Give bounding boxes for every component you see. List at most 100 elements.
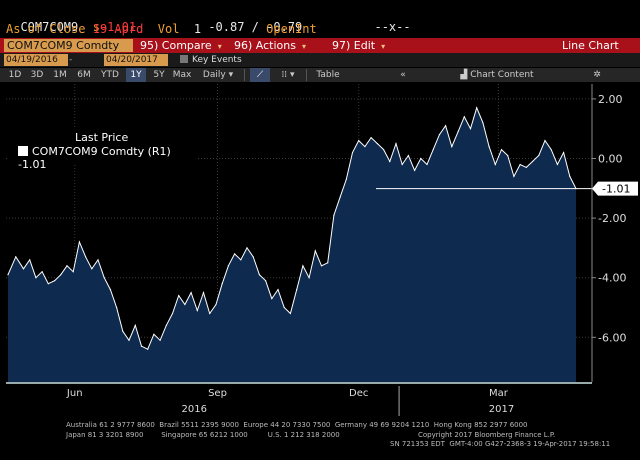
price-chart[interactable]: 2.00 0.00 -2.00 -4.00 -6.00 -1.01 Jun Sep Dec Ma… [0,84,640,420]
data-point [358,140,360,142]
window-controls[interactable]: --x-- [374,20,411,34]
start-date-field[interactable]: 04/19/2016 [4,54,68,66]
chart-type-label: Line Chart [562,39,619,52]
data-point [252,256,254,258]
data-point [296,289,298,291]
data-point [544,140,546,142]
data-point [97,259,99,261]
chart-content-button[interactable]: ▟ Chart Content [452,68,542,82]
actions-button[interactable]: 96) Actions ▾ [234,38,306,53]
table-button[interactable]: Table [316,70,340,80]
data-point [531,160,534,163]
data-point [165,324,167,326]
s-label: s [92,20,100,34]
data-point [41,271,43,273]
last-value-tag [592,181,638,196]
data-point [134,324,136,326]
frequency-select[interactable]: Daily ▾ [198,68,238,82]
collapse-icon[interactable]: « [400,70,406,80]
data-point [209,312,211,315]
data-point [519,163,521,166]
data-point [556,163,558,166]
data-point [569,175,571,177]
quote-header: COM7COM9 s-1.01 -0.87 / -0.79 --x-- [6,6,411,34]
period-ytd[interactable]: YTD [101,70,119,80]
date-range-row [0,53,640,67]
data-point [476,107,478,109]
period-3d[interactable]: 3D [30,70,44,80]
data-point [376,143,378,145]
chart-content-icon: ▟ [460,70,468,80]
data-point [407,154,409,157]
security-field[interactable]: COM7COM9 Comdty [4,39,133,52]
last-value-tag-label: -1.01 [602,183,630,196]
data-point [128,339,130,341]
legend-title: Last Price [75,131,129,144]
data-point [333,214,335,216]
settings-gear-icon[interactable]: ✲ [593,70,601,80]
y-tick-label: -6.00 [598,331,626,344]
data-point [351,151,354,154]
data-point [103,277,105,279]
data-point [420,157,422,160]
data-point [507,154,509,157]
period-1m[interactable]: 1M [53,70,67,80]
data-point [525,166,527,169]
frequency-label: Daily [202,70,226,80]
data-point [171,312,174,315]
data-point [227,265,229,267]
data-point [414,169,416,172]
period-5y[interactable]: 5Y [153,70,165,80]
data-point [432,148,434,151]
checkbox-icon [180,55,188,63]
data-point [159,339,161,341]
legend-swatch [18,146,28,156]
data-point [389,160,391,163]
period-1d[interactable]: 1D [8,70,22,80]
data-point [482,122,484,124]
y-tick-label: -2.00 [598,212,626,225]
data-point [72,271,74,273]
data-point [488,145,490,148]
key-events-toggle[interactable]: Key Events [180,54,242,66]
end-date-field[interactable]: 04/20/2017 [104,54,168,66]
y-tick-label: 2.00 [598,93,623,106]
as-of-row: As of Close 19 Aprd Vol 1 OpenInt [6,22,317,36]
data-point [345,178,347,180]
edit-button[interactable]: 97) Edit ▾ [332,38,385,53]
data-point [258,274,261,276]
period-max[interactable]: Max [172,70,192,80]
as-of-date: 19 Aprd [92,22,144,36]
command-bar [0,38,640,53]
key-events-label: Key Events [192,55,242,65]
data-point [91,268,93,270]
y-axis: 2.00 0.00 -2.00 -4.00 -6.00 -1.01 [591,84,638,382]
data-point [469,128,472,130]
data-point [289,312,292,315]
data-point [339,196,341,198]
last-value: -1.01 [99,20,137,34]
compare-button[interactable]: 95) Compare ▾ [140,38,222,53]
data-point [190,292,192,294]
data-point [109,289,112,291]
data-point [513,175,515,177]
data-point [184,303,186,306]
data-point [494,163,496,166]
draw-tools-icon[interactable]: ⁞⁞ ▾ [281,70,295,80]
data-point [233,253,236,255]
data-point [308,277,310,279]
series-line [7,106,577,350]
line-chart-icon[interactable]: ⟋ [250,68,270,82]
data-point [15,256,17,258]
legend-series-label: COM7COM9 Comdty (R1) -1.01 [18,145,171,171]
footer-contacts-2: Japan 81 3 3201 8900 Singapore 65 6212 1… [66,431,340,439]
data-point [562,151,565,154]
data-point [426,163,428,166]
period-1y[interactable]: 1Y [126,68,146,82]
period-6m[interactable]: 6M [77,70,91,80]
data-point [221,283,223,285]
data-point [395,143,397,145]
divider [244,69,245,81]
y-tick-label: 0.00 [598,153,623,166]
data-point [370,137,372,139]
